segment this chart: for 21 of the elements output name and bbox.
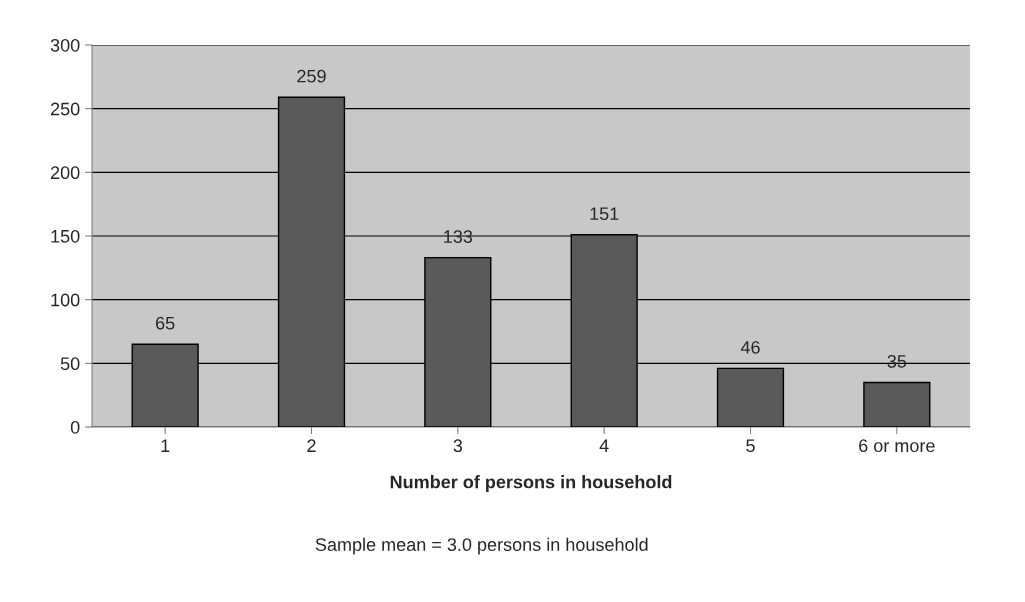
y-tick-label: 0 bbox=[70, 420, 80, 434]
data-label: 259 bbox=[297, 69, 326, 83]
y-tick-label: 50 bbox=[60, 357, 80, 371]
y-tick-label: 250 bbox=[50, 102, 80, 116]
x-tick-label: 2 bbox=[307, 439, 316, 452]
x-tick-label: 5 bbox=[746, 439, 755, 453]
x-tick-label: 3 bbox=[453, 439, 463, 453]
x-tick-label: 6 or more bbox=[859, 439, 935, 453]
x-tick-label: 4 bbox=[599, 439, 609, 452]
y-tick-label: 100 bbox=[51, 293, 80, 307]
data-label: 151 bbox=[590, 207, 619, 221]
bar bbox=[716, 367, 785, 427]
data-label: 46 bbox=[740, 340, 760, 354]
text: Sample mean = 3.0 persons in household bbox=[315, 537, 648, 555]
x-axis-title: Number of persons in household bbox=[390, 475, 672, 492]
x-tick-label: 1 bbox=[161, 439, 170, 452]
y-tick-label: 150 bbox=[51, 229, 80, 243]
bar bbox=[863, 381, 931, 427]
y-tick-label: 300 bbox=[50, 38, 80, 52]
data-label: 65 bbox=[156, 316, 175, 330]
y-tick-label: 200 bbox=[50, 166, 80, 180]
